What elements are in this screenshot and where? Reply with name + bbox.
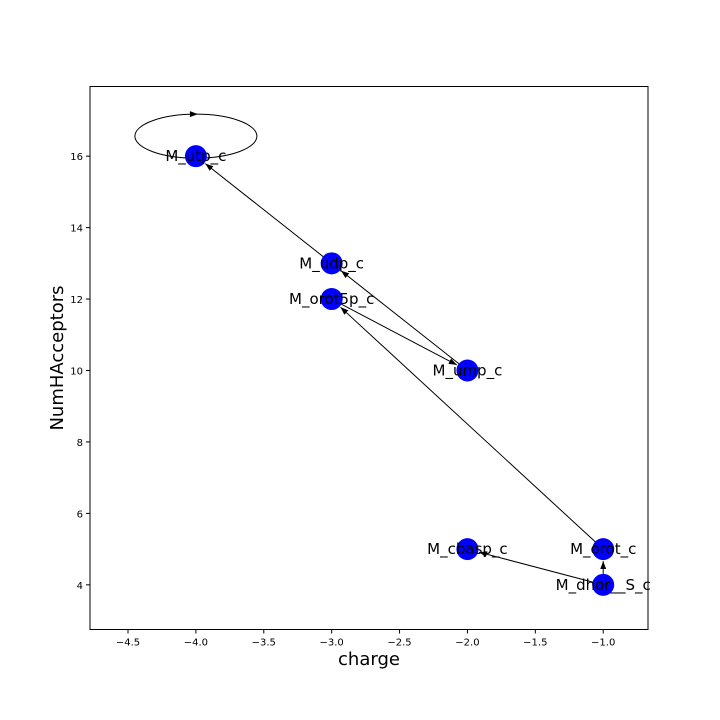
- y-tick-label: 4: [77, 581, 83, 592]
- node-label-M_orot_c: M_orot_c: [570, 540, 636, 559]
- y-tick-label: 6: [77, 509, 83, 520]
- x-tick-label: −2.0: [455, 638, 479, 649]
- edge-M_orot_c-to-M_orot5p_c: [340, 306, 604, 550]
- y-tick-label: 16: [70, 152, 83, 163]
- node-label-M_cbasp_c: M_cbasp_c: [427, 540, 508, 559]
- node-M_orot_c: [592, 538, 615, 561]
- x-tick-label: −3.5: [252, 638, 276, 649]
- nodes-layer: [184, 145, 615, 596]
- labels-layer: M_utp_c M_udp_c M_orot5p_c M_ump_c M_cbasp_c…: [165, 147, 650, 595]
- edges-layer: [134, 111, 607, 586]
- self-loop-arrowhead: [189, 111, 198, 118]
- edge-M_udp_c-to-M_utp_c: [205, 163, 332, 264]
- y-axis-ticks: 4 6 8 10 12 14 16: [70, 152, 90, 592]
- x-tick-label: −4.5: [116, 638, 140, 649]
- node-label-M_dhor__S_c: M_dhor__S_c: [556, 576, 651, 595]
- x-tick-label: −1.0: [591, 638, 615, 649]
- x-tick-label: −4.0: [184, 638, 208, 649]
- x-axis-ticks: −4.5 −4.0 −3.5 −3.0 −2.5 −2.0 −1.5 −1.0: [116, 629, 615, 649]
- node-label-M_utp_c: M_utp_c: [165, 147, 226, 166]
- node-M_orot5p_c: [320, 288, 343, 311]
- y-axis-label: NumHAcceptors: [47, 285, 68, 430]
- node-M_cbasp_c: [456, 538, 479, 561]
- node-M_dhor__S_c: [592, 573, 615, 596]
- x-tick-label: −1.5: [523, 638, 547, 649]
- y-tick-label: 8: [77, 438, 83, 449]
- edge-M_orot5p_c-to-M_ump_c: [331, 298, 458, 366]
- node-label-M_orot5p_c: M_orot5p_c: [289, 290, 374, 309]
- node-M_udp_c: [320, 252, 343, 275]
- node-M_utp_c: [184, 145, 207, 168]
- y-tick-label: 10: [70, 367, 83, 378]
- edge-M_dhor__S_c-to-M_cbasp_c: [478, 551, 604, 586]
- node-M_ump_c: [456, 359, 479, 382]
- plot-background: [90, 86, 648, 630]
- node-label-M_ump_c: M_ump_c: [433, 362, 503, 381]
- x-tick-label: −2.5: [387, 638, 411, 649]
- node-label-M_udp_c: M_udp_c: [299, 254, 364, 273]
- edge-M_ump_c-to-M_udp_c: [340, 270, 468, 371]
- y-tick-label: 12: [70, 295, 83, 306]
- x-axis-label: charge: [338, 649, 400, 670]
- y-tick-label: 14: [70, 224, 83, 235]
- x-tick-label: −3.0: [320, 638, 344, 649]
- plot-frame: [89, 86, 649, 630]
